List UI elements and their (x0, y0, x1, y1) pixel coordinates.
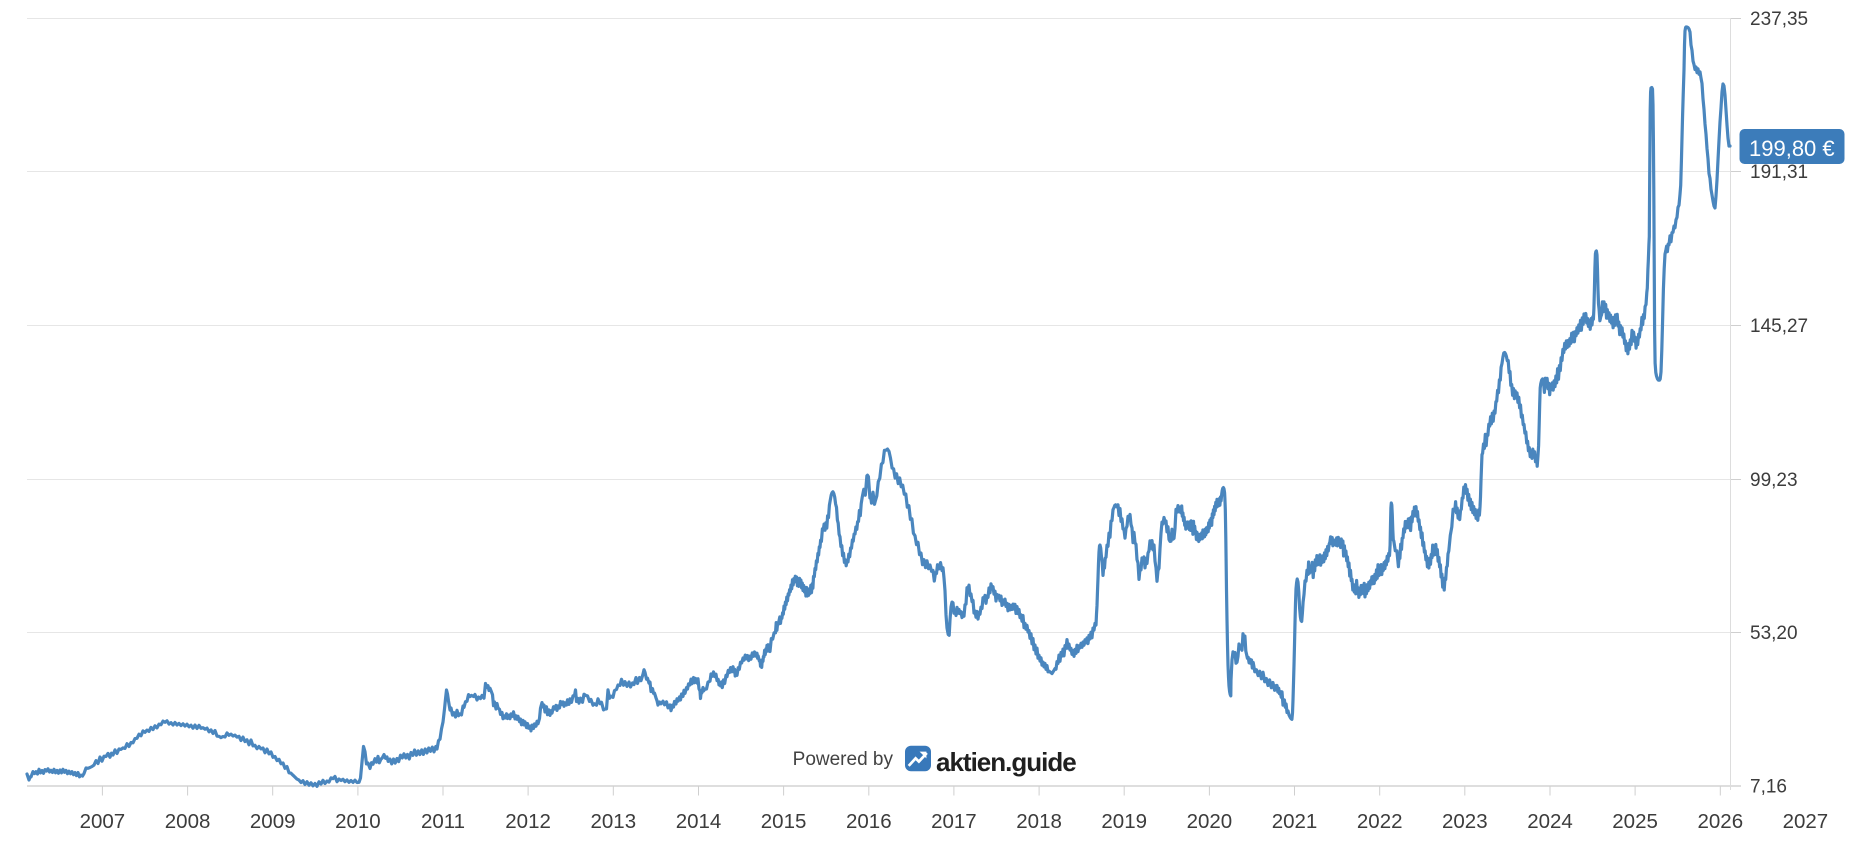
svg-text:191,31: 191,31 (1750, 162, 1808, 183)
svg-text:2025: 2025 (1612, 810, 1658, 833)
svg-text:199,80 €: 199,80 € (1749, 136, 1835, 161)
svg-text:2012: 2012 (505, 810, 551, 833)
svg-text:Powered by: Powered by (793, 749, 894, 770)
svg-text:145,27: 145,27 (1750, 316, 1808, 337)
svg-text:53,20: 53,20 (1750, 623, 1798, 644)
svg-text:2024: 2024 (1527, 810, 1573, 833)
svg-text:aktien.guide: aktien.guide (936, 747, 1076, 777)
svg-text:2013: 2013 (590, 810, 636, 833)
svg-text:2011: 2011 (421, 810, 465, 833)
svg-text:99,23: 99,23 (1750, 470, 1798, 491)
svg-text:2026: 2026 (1697, 810, 1743, 833)
svg-text:7,16: 7,16 (1750, 777, 1787, 798)
svg-text:2010: 2010 (335, 810, 381, 833)
svg-text:2018: 2018 (1016, 810, 1062, 833)
svg-text:2017: 2017 (931, 810, 977, 833)
svg-text:2014: 2014 (676, 810, 722, 833)
svg-text:2022: 2022 (1357, 810, 1403, 833)
svg-text:2015: 2015 (761, 810, 807, 833)
svg-text:2007: 2007 (80, 810, 126, 833)
svg-text:2016: 2016 (846, 810, 892, 833)
svg-text:2023: 2023 (1442, 810, 1488, 833)
svg-text:2009: 2009 (250, 810, 296, 833)
svg-text:2008: 2008 (165, 810, 211, 833)
svg-text:2020: 2020 (1187, 810, 1233, 833)
svg-text:2021: 2021 (1272, 810, 1318, 833)
svg-text:2027: 2027 (1783, 810, 1829, 833)
svg-text:237,35: 237,35 (1750, 9, 1808, 30)
svg-text:2019: 2019 (1101, 810, 1147, 833)
